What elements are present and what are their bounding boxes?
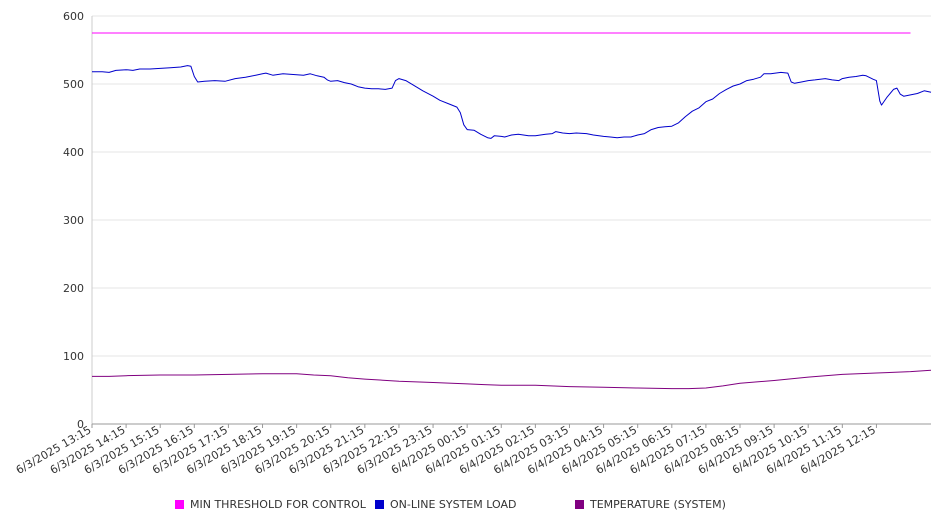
- y-tick-label: 400: [63, 146, 84, 159]
- y-tick-label: 0: [77, 418, 84, 431]
- horizontal-grid: [92, 15, 931, 357]
- series-lines: [92, 32, 932, 390]
- y-tick-label: 600: [63, 10, 84, 23]
- system-load-line: [92, 65, 932, 139]
- legend-swatch-min-threshold: [175, 500, 184, 509]
- legend-label-min-threshold: MIN THRESHOLD FOR CONTROL: [190, 498, 366, 511]
- y-axis-tick-labels: 0 100 200 300 400 500 600: [63, 10, 84, 431]
- legend-swatch-system-load: [375, 500, 384, 509]
- y-tick-label: 300: [63, 214, 84, 227]
- y-tick-label: 500: [63, 78, 84, 91]
- legend-label-system-load: ON-LINE SYSTEM LOAD: [390, 498, 517, 511]
- axes: [91, 16, 931, 425]
- chart-legend: MIN THRESHOLD FOR CONTROL ON-LINE SYSTEM…: [0, 498, 946, 514]
- legend-item-min-threshold: MIN THRESHOLD FOR CONTROL: [175, 498, 366, 511]
- legend-item-temperature: TEMPERATURE (SYSTEM): [575, 498, 726, 511]
- y-tick-label: 200: [63, 282, 84, 295]
- legend-label-temperature: TEMPERATURE (SYSTEM): [590, 498, 726, 511]
- legend-item-system-load: ON-LINE SYSTEM LOAD: [375, 498, 516, 511]
- temperature-line: [92, 369, 932, 390]
- legend-swatch-temperature: [575, 500, 584, 509]
- x-axis-tick-labels: 6/3/2025 13:156/3/2025 14:156/3/2025 15:…: [14, 423, 878, 477]
- y-tick-label: 100: [63, 350, 84, 363]
